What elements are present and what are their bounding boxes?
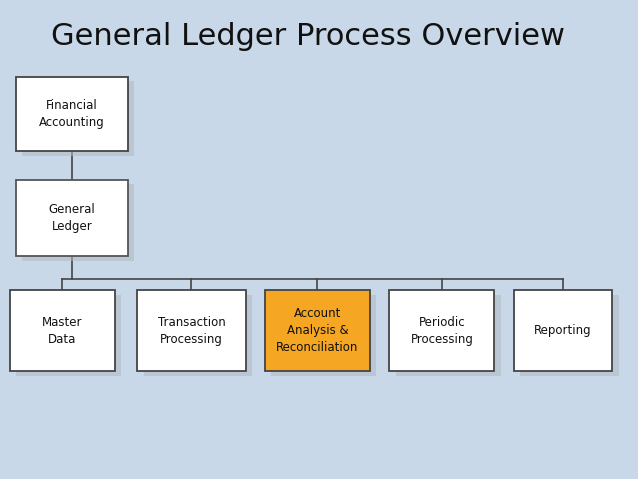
Text: Periodic
Processing: Periodic Processing [410,316,473,345]
FancyBboxPatch shape [137,290,246,371]
FancyBboxPatch shape [144,295,252,376]
Text: Master
Data: Master Data [42,316,82,345]
Text: Account
Analysis &
Reconciliation: Account Analysis & Reconciliation [276,307,359,354]
FancyBboxPatch shape [271,295,376,376]
FancyBboxPatch shape [16,180,128,256]
FancyBboxPatch shape [22,81,134,156]
Text: Financial
Accounting: Financial Accounting [39,99,105,129]
FancyBboxPatch shape [265,290,370,371]
Text: Transaction
Processing: Transaction Processing [158,316,225,345]
FancyBboxPatch shape [16,77,128,151]
FancyBboxPatch shape [396,295,501,376]
FancyBboxPatch shape [10,290,115,371]
Text: General
Ledger: General Ledger [48,203,95,233]
Text: General Ledger Process Overview: General Ledger Process Overview [51,22,565,51]
Text: Reporting: Reporting [534,324,592,337]
FancyBboxPatch shape [514,290,612,371]
FancyBboxPatch shape [389,290,494,371]
FancyBboxPatch shape [16,295,121,376]
FancyBboxPatch shape [520,295,619,376]
FancyBboxPatch shape [22,184,134,261]
